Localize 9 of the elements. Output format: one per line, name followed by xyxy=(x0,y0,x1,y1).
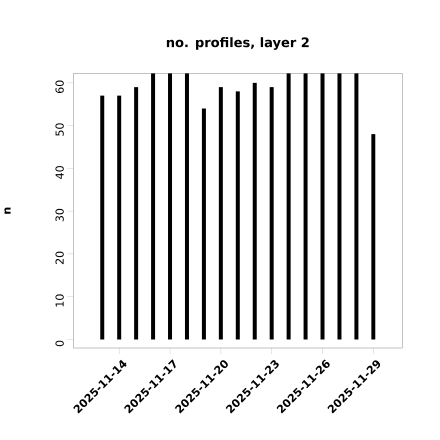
y-axis-title: n xyxy=(4,208,11,214)
y-tick-label: 10 xyxy=(55,294,64,306)
y-tick-label: 60 xyxy=(55,80,64,94)
chart-title: no. profiles, layer 2 xyxy=(166,37,309,50)
y-tick-label: 40 xyxy=(55,166,64,179)
y-tick-label: 50 xyxy=(55,123,64,136)
y-tick-label: 30 xyxy=(55,208,64,222)
y-tick-label: 20 xyxy=(55,252,64,264)
y-tick-label: 0 xyxy=(55,340,64,346)
